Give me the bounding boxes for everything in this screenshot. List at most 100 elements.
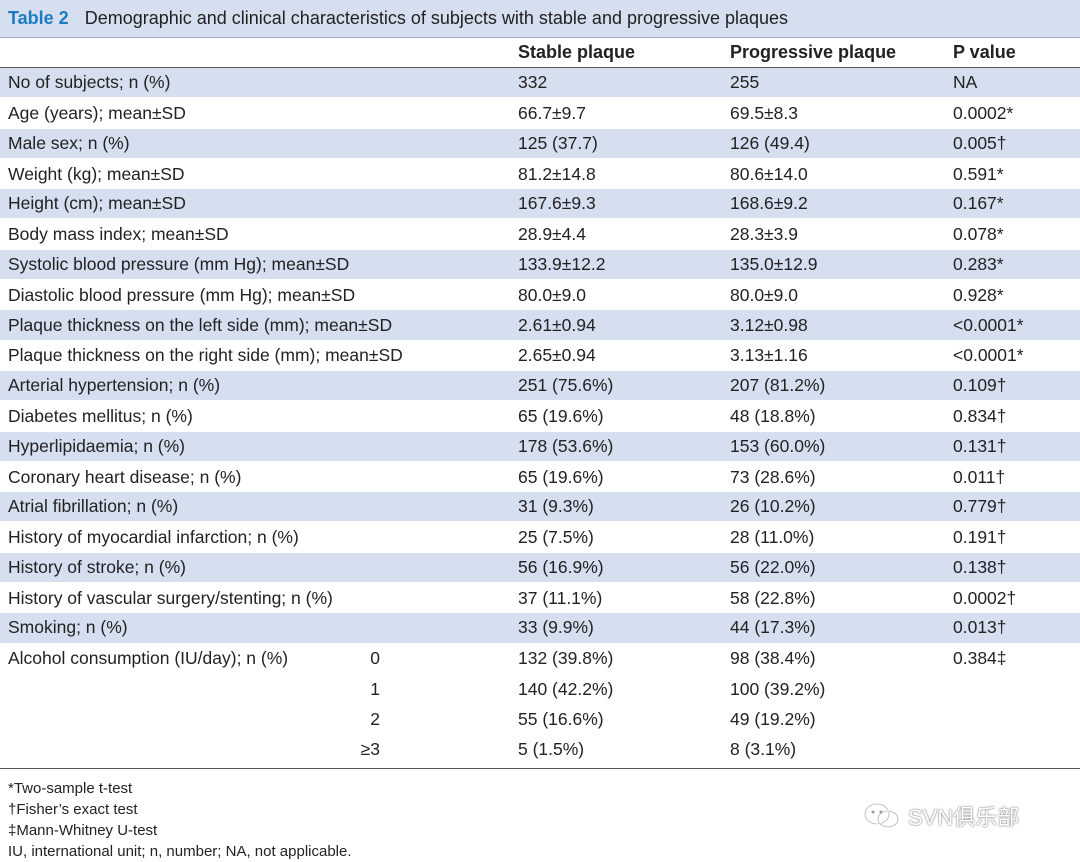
table-row: No of subjects; n (%) 332 255 NA <box>0 68 1080 99</box>
row-sublevel <box>330 219 380 249</box>
cell-progressive: 8 (3.1%) <box>730 739 797 760</box>
row-sublevel <box>330 189 380 218</box>
row-label: Plaque thickness on the right side (mm);… <box>8 345 403 366</box>
row-sublevel <box>330 159 380 189</box>
cell-p-value: 0.0002† <box>953 587 1017 608</box>
cell-stable: 65 (19.6%) <box>518 466 604 487</box>
row-sublevel <box>330 341 380 371</box>
table-row: Plaque thickness on the left side (mm); … <box>0 310 1080 341</box>
row-label: No of subjects; n (%) <box>8 72 171 93</box>
cell-p-value: <0.0001* <box>953 345 1024 366</box>
table-row: Diabetes mellitus; n (%) 65 (19.6%) 48 (18… <box>0 401 1080 431</box>
row-sublevel <box>330 310 380 339</box>
table-row: ≥3 5 (1.5%) 8 (3.1%) <box>0 735 1080 765</box>
header-stable: Stable plaque <box>518 42 636 62</box>
row-label: Age (years); mean±SD <box>8 102 186 123</box>
cell-p-value: 0.167* <box>953 193 1004 214</box>
table-label: Table 2 <box>8 8 69 28</box>
cell-stable: 37 (11.1%) <box>518 587 603 608</box>
table-row: Male sex; n (%) 125 (37.7) 126 (49.4) 0.005… <box>0 128 1080 159</box>
cell-stable: 178 (53.6%) <box>518 435 614 456</box>
cell-stable: 33 (9.9%) <box>518 617 594 638</box>
cell-progressive: 28 (11.0%) <box>730 527 815 548</box>
footnote: †Fisher’s exact test <box>8 801 138 818</box>
row-sublevel <box>330 129 380 158</box>
cell-stable: 81.2±14.8 <box>518 163 596 184</box>
cell-p-value: 0.384‡ <box>953 648 1007 669</box>
row-label: Atrial fibrillation; n (%) <box>8 496 179 517</box>
cell-stable: 332 <box>518 72 548 93</box>
row-sublevel <box>330 462 380 492</box>
row-sublevel <box>330 280 380 310</box>
table-bottom-rule <box>0 768 1080 769</box>
row-sublevel <box>330 583 380 613</box>
header-progressive: Progressive plaque <box>730 42 897 62</box>
table-body: No of subjects; n (%) 332 255 NA Age (years)… <box>0 68 1080 765</box>
table-row: 2 55 (16.6%) 49 (19.2%) <box>0 704 1080 734</box>
table-row: Plaque thickness on the right side (mm);… <box>0 341 1080 371</box>
header-p-value: P value <box>953 42 1016 62</box>
cell-stable: 133.9±12.2 <box>518 253 606 274</box>
row-sublevel <box>330 68 380 97</box>
cell-p-value: 0.109† <box>953 375 1007 396</box>
row-label: Male sex; n (%) <box>8 132 130 153</box>
row-sublevel <box>330 98 380 128</box>
cell-p-value: 0.005† <box>953 132 1007 153</box>
row-label: Body mass index; mean±SD <box>8 224 229 245</box>
cell-stable: 132 (39.8%) <box>518 648 614 669</box>
table-row: Diastolic blood pressure (mm Hg); mean±S… <box>0 280 1080 310</box>
row-label: Plaque thickness on the left side (mm); … <box>8 314 393 335</box>
cell-p-value: 0.928* <box>953 284 1004 305</box>
row-sublevel <box>330 553 380 582</box>
row-sublevel: 2 <box>370 708 380 729</box>
table-row: History of vascular surgery/stenting; n … <box>0 583 1080 613</box>
row-sublevel: 0 <box>370 648 380 669</box>
footnote: ‡Mann-Whitney U-test <box>8 822 158 839</box>
cell-progressive: 80.0±9.0 <box>730 284 798 305</box>
cell-progressive: 100 (39.2%) <box>730 678 826 699</box>
wechat-icon <box>864 803 899 828</box>
table-row: History of stroke; n (%) 56 (16.9%) 56 (22… <box>0 552 1080 584</box>
table-row: Systolic blood pressure (mm Hg); mean±SD… <box>0 249 1080 281</box>
row-sublevel <box>330 492 380 521</box>
cell-progressive: 3.12±0.98 <box>730 314 808 335</box>
table-row: Hyperlipidaemia; n (%) 178 (53.6%) 153 (60… <box>0 431 1080 462</box>
watermark-text: SVN俱乐部 <box>908 805 1020 830</box>
table-row: Weight (kg); mean±SD 81.2±14.8 80.6±14.0 0.… <box>0 159 1080 189</box>
cell-stable: 55 (16.6%) <box>518 708 604 729</box>
table-header-row: Stable plaque Progressive plaque P value <box>0 38 1080 68</box>
cell-progressive: 255 <box>730 72 760 93</box>
cell-stable: 2.61±0.94 <box>518 314 596 335</box>
table-row: Coronary heart disease; n (%) 65 (19.6%) 7… <box>0 462 1080 492</box>
cell-p-value: 0.834† <box>953 405 1007 426</box>
row-label: History of stroke; n (%) <box>8 556 186 577</box>
cell-stable: 65 (19.6%) <box>518 405 604 426</box>
row-label: Systolic blood pressure (mm Hg); mean±SD <box>8 253 350 274</box>
cell-progressive: 126 (49.4) <box>730 132 810 153</box>
row-sublevel: 1 <box>370 678 380 699</box>
cell-progressive: 3.13±1.16 <box>730 345 808 366</box>
table-row: Height (cm); mean±SD 167.6±9.3 168.6±9.2 0.… <box>0 189 1080 220</box>
cell-stable: 251 (75.6%) <box>518 375 614 396</box>
table-row: History of myocardial infarction; n (%) 2… <box>0 522 1080 552</box>
watermark: SVN俱乐部 <box>862 800 1019 832</box>
cell-stable: 2.65±0.94 <box>518 345 596 366</box>
row-label: Height (cm); mean±SD <box>8 193 186 214</box>
row-label: Diabetes mellitus; n (%) <box>8 405 193 426</box>
cell-p-value: 0.011† <box>953 466 1006 487</box>
table-row: Smoking; n (%) 33 (9.9%) 44 (17.3%) 0.013† <box>0 613 1080 644</box>
row-label: Coronary heart disease; n (%) <box>8 466 242 487</box>
cell-progressive: 98 (38.4%) <box>730 648 816 669</box>
row-sublevel <box>330 432 380 461</box>
cell-stable: 167.6±9.3 <box>518 193 596 214</box>
cell-p-value: 0.191† <box>953 527 1007 548</box>
cell-progressive: 44 (17.3%) <box>730 617 816 638</box>
row-label: History of vascular surgery/stenting; n … <box>8 587 333 608</box>
cell-p-value: 0.591* <box>953 163 1004 184</box>
row-sublevel <box>330 522 380 552</box>
cell-stable: 80.0±9.0 <box>518 284 586 305</box>
table-title-bar: Table 2 Demographic and clinical charact… <box>0 0 1080 38</box>
cell-progressive: 153 (60.0%) <box>730 435 826 456</box>
footnote: IU, international unit; n, number; NA, n… <box>8 843 352 860</box>
row-sublevel <box>330 371 380 400</box>
